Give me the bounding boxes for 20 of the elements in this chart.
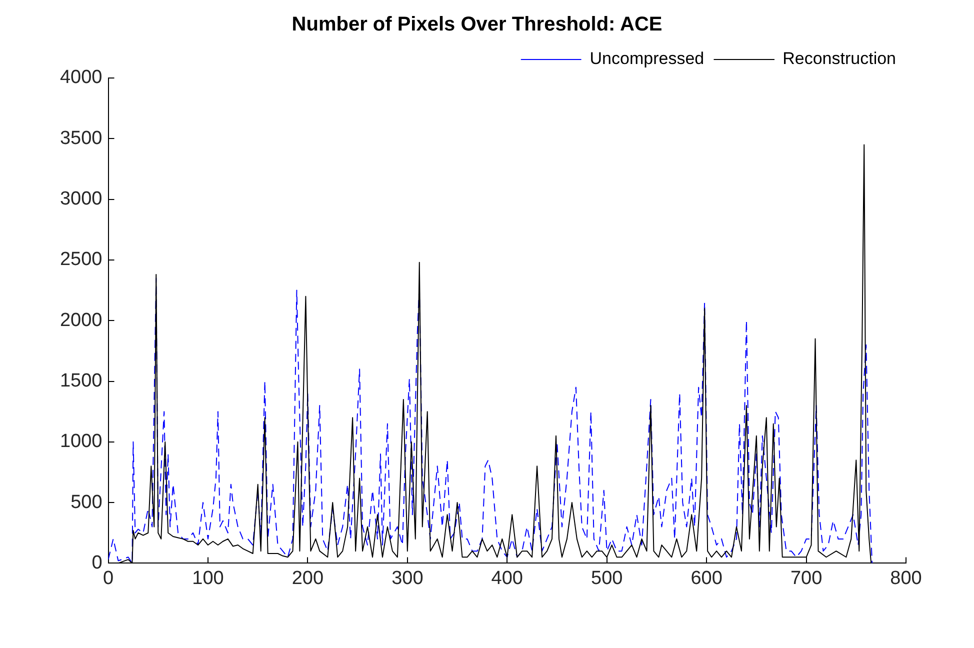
y-tick-label: 1500 <box>60 370 102 392</box>
legend-label: Reconstruction <box>782 49 896 68</box>
y-tick-label: 2000 <box>60 310 102 331</box>
x-tick-label: 800 <box>890 568 922 589</box>
x-tick-label: 700 <box>790 568 822 589</box>
y-tick-label: 0 <box>92 552 102 574</box>
x-tick-label: 600 <box>690 568 722 589</box>
legend-label: Uncompressed <box>590 49 704 68</box>
y-tick-label: 2500 <box>60 249 102 270</box>
y-tick-label: 3500 <box>60 128 102 149</box>
x-tick-label: 100 <box>192 568 224 589</box>
x-tick-label: 200 <box>292 568 324 589</box>
x-tick-label: 300 <box>392 568 424 589</box>
y-tick-label: 3000 <box>60 188 102 210</box>
y-tick-label: 4000 <box>60 67 102 88</box>
y-tick-label: 1000 <box>60 431 102 452</box>
x-tick-label: 500 <box>591 568 623 589</box>
y-tick-label: 500 <box>70 492 102 513</box>
x-tick-label: 400 <box>491 568 523 589</box>
chart-title: Number of Pixels Over Threshold: ACE <box>292 14 662 36</box>
